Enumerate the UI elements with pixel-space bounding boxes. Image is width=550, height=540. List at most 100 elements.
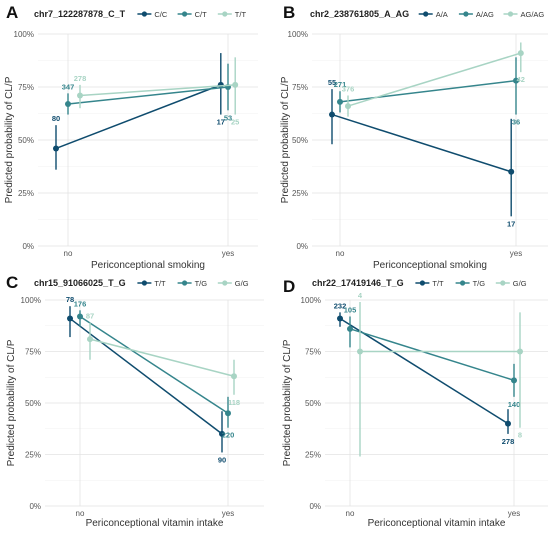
legend-title: chr15_91066025_T_G — [34, 278, 126, 288]
series-g-g: 48 — [357, 291, 523, 457]
gridlines — [45, 299, 264, 507]
count-label: 232 — [334, 301, 347, 310]
series-t-t: 278 25 — [74, 57, 239, 127]
x-tick-label: yes — [508, 509, 520, 518]
legend-entry: AG/AG — [521, 10, 545, 19]
y-tick-label: 75% — [305, 348, 321, 357]
series-t-t: 78 90 — [66, 295, 226, 464]
data-point — [508, 168, 515, 175]
data-point — [347, 325, 353, 332]
count-label: 140 — [508, 400, 521, 409]
data-point — [231, 373, 237, 380]
y-tick-label: 75% — [292, 83, 308, 92]
series-line — [347, 52, 522, 107]
legend-key-point — [222, 280, 228, 286]
data-point — [225, 410, 231, 417]
panel-letter: A — [6, 3, 18, 22]
legend-key-point — [141, 11, 147, 17]
panel-letter: D — [283, 277, 295, 296]
count-label: 25 — [231, 118, 239, 127]
series-line — [79, 84, 236, 97]
data-point — [219, 430, 225, 437]
legend-entry: T/T — [154, 279, 166, 288]
series-line — [79, 315, 229, 414]
series-a-ag: 271 36 — [334, 57, 520, 127]
data-point — [77, 313, 83, 320]
series-t-t: 232 278 — [334, 301, 515, 446]
y-tick-label: 25% — [25, 451, 41, 460]
count-label: 42 — [517, 75, 525, 84]
panel-letter: C — [6, 273, 18, 292]
legend-entry: G/G — [235, 279, 249, 288]
count-label: 4 — [358, 291, 363, 300]
panel-b: B 0% 25% 50% 75% 100% no yes Periconceptional sm… — [280, 3, 548, 271]
legend-key-point — [463, 11, 469, 17]
panel-letter: B — [283, 3, 295, 22]
legend-key-point — [182, 280, 188, 286]
count-label: 176 — [74, 299, 87, 308]
data-point — [505, 420, 511, 427]
x-tick-label: yes — [510, 249, 522, 258]
data-point — [357, 348, 363, 355]
count-label: 8 — [518, 431, 522, 440]
count-label: 220 — [222, 431, 235, 440]
y-tick-label: 50% — [292, 136, 308, 145]
legend-key-point — [141, 280, 147, 286]
series-line — [89, 338, 235, 377]
legend-key-point — [500, 280, 506, 286]
legend-key-point — [419, 280, 425, 286]
y-tick-label: 50% — [18, 136, 34, 145]
count-label: 80 — [52, 114, 60, 123]
data-point — [337, 315, 343, 322]
legend: chr7_122287878_C_T C/C C/T T/T — [34, 9, 246, 19]
y-tick-label: 50% — [25, 399, 41, 408]
count-label: 118 — [228, 398, 240, 407]
x-tick-label: yes — [222, 249, 234, 258]
y-tick-label: 0% — [29, 502, 41, 511]
legend-key-point — [222, 11, 228, 17]
legend-key-point — [423, 11, 429, 17]
series-ag-ag: 376 42 — [342, 42, 525, 117]
legend-entry: A/AG — [476, 10, 494, 19]
legend: chr2_238761805_A_AG A/A A/AG AG/AG — [310, 9, 544, 19]
y-tick-label: 75% — [25, 348, 41, 357]
x-axis-label: Periconceptional smoking — [91, 260, 205, 271]
legend-entry: T/T — [432, 279, 444, 288]
legend-key-point — [507, 11, 514, 17]
gridlines — [38, 33, 258, 247]
count-label: 36 — [512, 118, 520, 127]
data-point — [517, 348, 523, 355]
series-c-c: 80 17 — [52, 53, 225, 170]
legend-entry: C/C — [154, 10, 168, 19]
count-label: 53 — [224, 113, 232, 122]
legend: chr22_17419146_T_G T/T T/G G/G — [312, 278, 527, 288]
count-label: 78 — [66, 295, 74, 304]
series-t-g: 176 220 — [74, 299, 235, 439]
y-tick-label: 75% — [18, 83, 34, 92]
y-tick-label: 100% — [14, 30, 34, 39]
y-axis-label: Predicted probability of CL/P — [6, 339, 17, 466]
x-axis-label: Periconceptional vitamin intake — [86, 518, 224, 529]
legend: chr15_91066025_T_G T/T T/G G/G — [34, 278, 249, 288]
data-point — [232, 81, 239, 88]
series-line — [339, 317, 509, 425]
series-line — [55, 84, 222, 150]
legend-title: chr22_17419146_T_G — [312, 278, 404, 288]
series-g-g: 87 118 — [86, 312, 240, 407]
legend-title: chr7_122287878_C_T — [34, 9, 126, 19]
y-tick-label: 25% — [18, 189, 34, 198]
series-t-g: 105 140 — [344, 305, 521, 408]
y-tick-label: 50% — [305, 399, 321, 408]
data-point — [67, 315, 73, 322]
count-label: 105 — [344, 305, 357, 314]
legend-entry: T/G — [195, 279, 208, 288]
x-tick-label: no — [346, 509, 355, 518]
y-tick-label: 100% — [301, 296, 321, 305]
data-point — [87, 336, 93, 343]
x-axis-label: Periconceptional vitamin intake — [368, 518, 506, 529]
series-line — [67, 86, 229, 105]
data-point — [513, 77, 519, 84]
